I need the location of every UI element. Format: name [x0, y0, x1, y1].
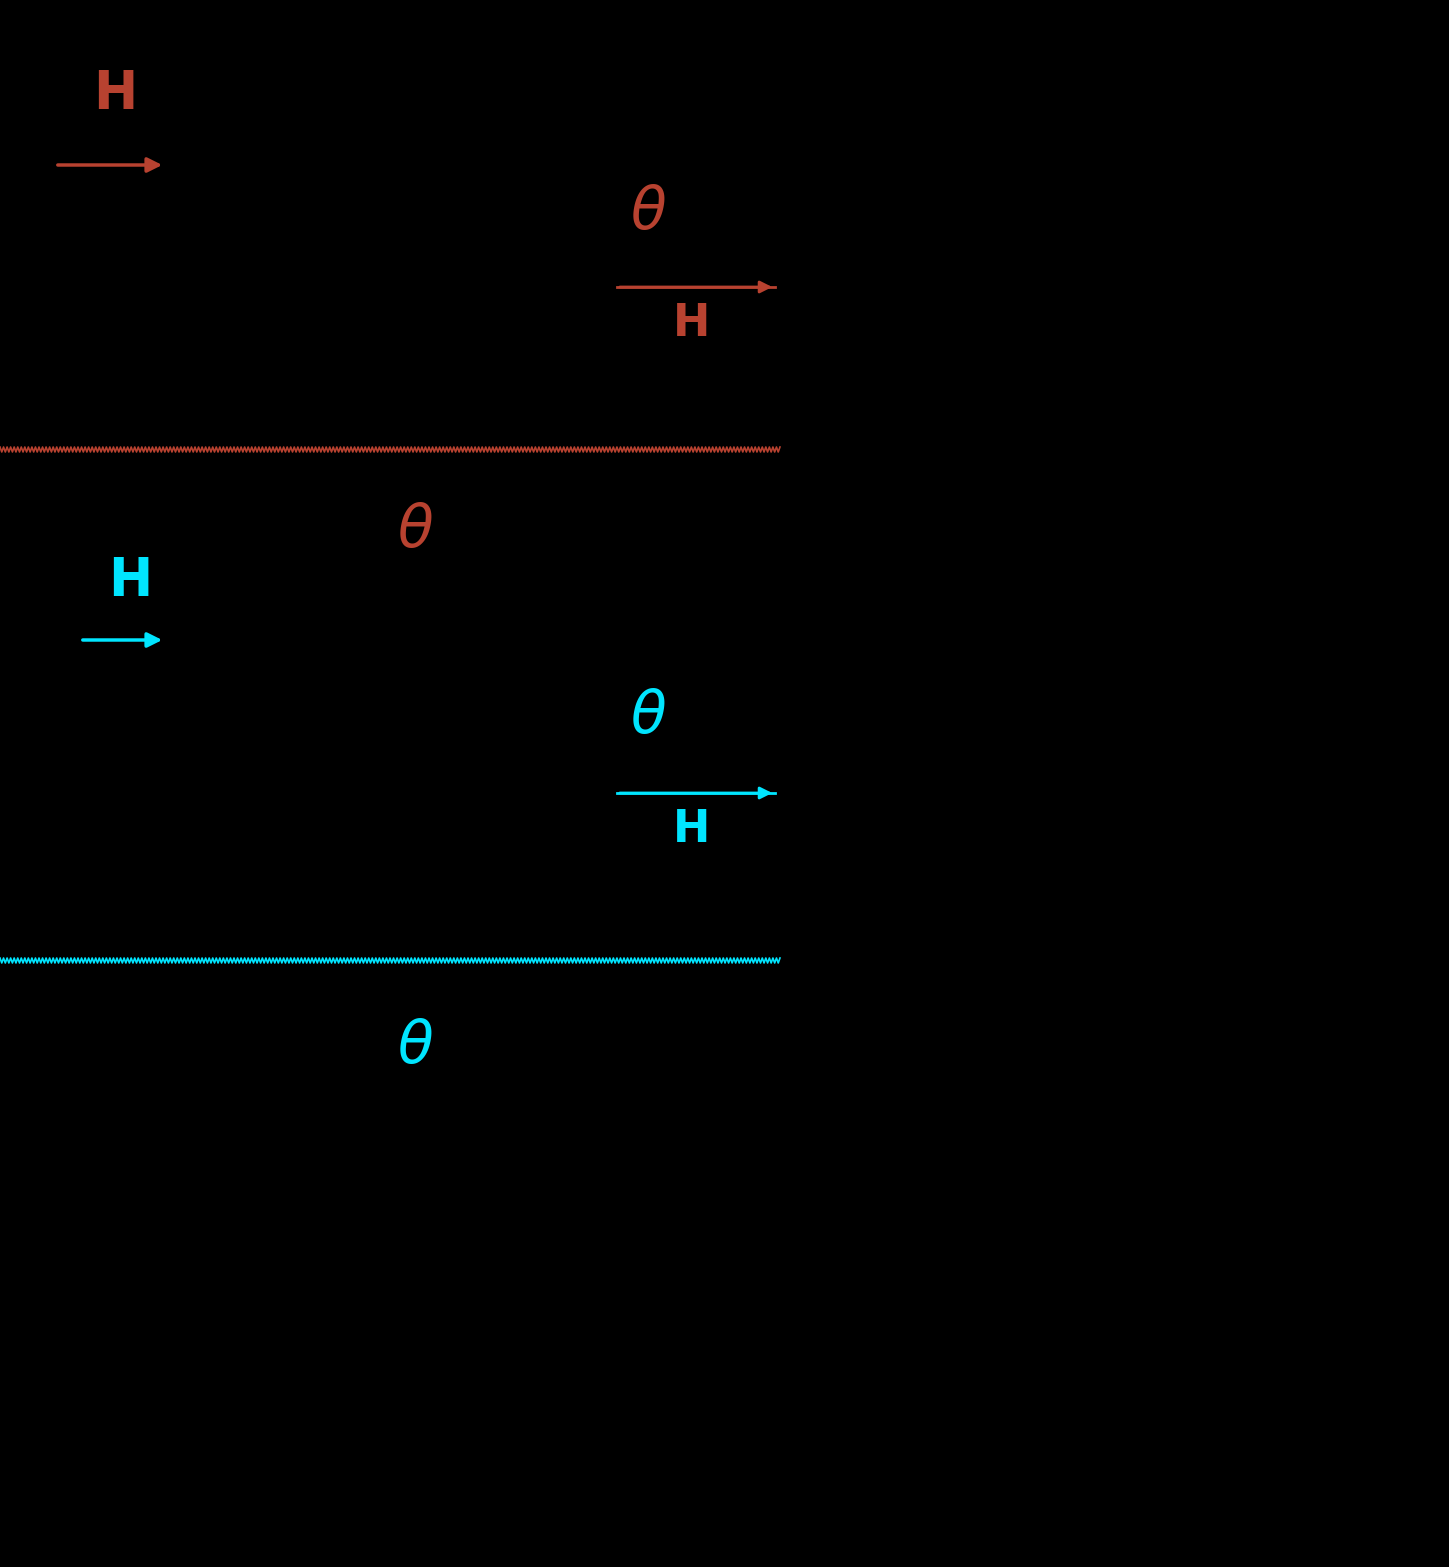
Text: $\theta$: $\theta$ — [397, 1019, 433, 1075]
Text: H: H — [674, 302, 710, 345]
Text: $\theta$: $\theta$ — [397, 501, 433, 558]
Text: $\theta$: $\theta$ — [630, 688, 667, 746]
Text: H: H — [93, 67, 138, 121]
Text: H: H — [674, 809, 710, 851]
Text: H: H — [107, 555, 152, 606]
Text: $\theta$: $\theta$ — [630, 185, 667, 241]
